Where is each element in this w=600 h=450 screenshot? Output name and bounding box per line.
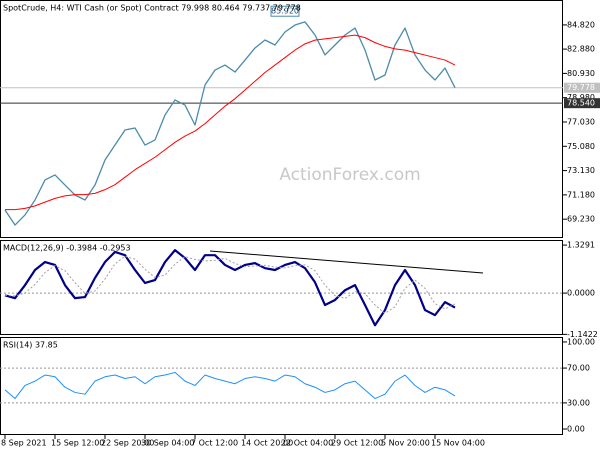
y-tick-label: 1.3291	[567, 241, 595, 250]
x-tick-label: 30 Sep 04:00	[141, 439, 194, 448]
y-tick-label: 0.0000	[567, 289, 595, 298]
x-tick-label: 7 Oct 12:00	[191, 439, 238, 448]
y-tick-label: 71.180	[567, 190, 595, 199]
level-price-label: 78.540	[567, 99, 595, 108]
x-tick-label: 8 Sep 2021	[1, 439, 47, 448]
y-tick-label: 0.00	[567, 424, 585, 433]
panel-title: RSI(14) 37.85	[3, 341, 58, 350]
watermark: ActionForex.com	[279, 165, 420, 185]
x-tick-label: 29 Oct 12:00	[331, 439, 383, 448]
y-tick-label: 78.980	[567, 93, 595, 102]
trend-line	[209, 250, 484, 274]
y-tick-label: 77.030	[567, 117, 595, 126]
y-tick-label: 73.130	[567, 166, 595, 175]
current-price-box	[564, 82, 600, 93]
series-line	[4, 249, 456, 327]
level-price-box	[564, 98, 600, 109]
x-tick-label: 22 Oct 04:00	[281, 439, 333, 448]
x-tick-label: 14 Oct 20:00	[241, 439, 293, 448]
y-tick-label: 75.080	[567, 142, 595, 151]
panel-title: SpotCrude, H4: WTI Cash (or Spot) Contra…	[3, 4, 301, 13]
current-price-label: 79.778	[567, 83, 595, 92]
y-tick-label: 84.820	[567, 20, 595, 29]
y-tick-label: 30.00	[567, 398, 590, 407]
series-line	[4, 371, 456, 400]
series-line	[4, 21, 456, 226]
x-tick-label: 15 Sep 12:00	[51, 439, 104, 448]
y-tick-label: 100.00	[567, 337, 595, 346]
series-line	[4, 255, 456, 314]
x-tick-label: 5 Nov 20:00	[381, 439, 430, 448]
panel-border	[0, 337, 563, 435]
x-tick-label: 22 Sep 20:00	[101, 439, 154, 448]
y-tick-label: -1.1422	[567, 330, 598, 339]
high-label-box	[270, 5, 300, 17]
y-tick-label: 69.230	[567, 215, 595, 224]
x-tick-label: 15 Nov 04:00	[431, 439, 485, 448]
panel-title: MACD(12,26,9) -0.3984 -0.2953	[3, 244, 131, 253]
y-tick-label: 82.880	[567, 45, 595, 54]
panel-border	[0, 0, 563, 238]
y-tick-label: 70.00	[567, 364, 590, 373]
high-label: 85.920	[271, 7, 299, 16]
panel-border	[0, 240, 563, 335]
series-line	[5, 34, 456, 211]
y-tick-label: 80.930	[567, 69, 595, 78]
